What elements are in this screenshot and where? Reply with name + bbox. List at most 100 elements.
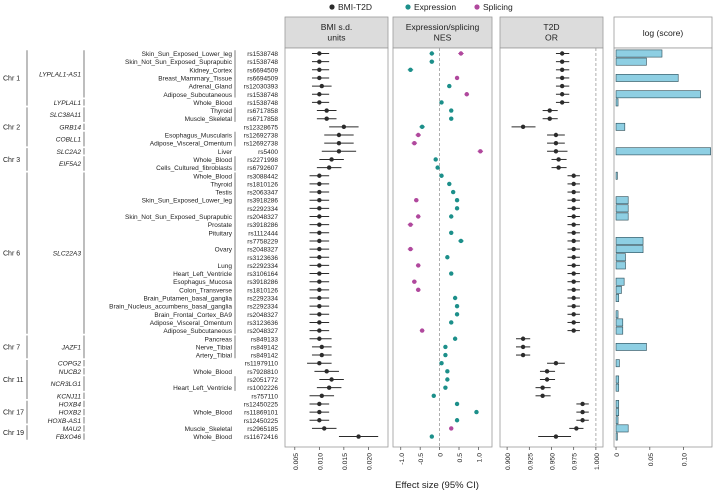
effect-point bbox=[571, 173, 576, 178]
effect-point bbox=[520, 352, 526, 358]
snp-label: rs6694509 bbox=[247, 67, 278, 74]
effect-point bbox=[317, 336, 322, 341]
snp-label: rs1810126 bbox=[247, 287, 278, 294]
effect-point bbox=[429, 51, 435, 56]
snp-label: rs2063347 bbox=[247, 190, 278, 197]
tick-label: 0.925 bbox=[527, 453, 534, 470]
effect-point bbox=[317, 401, 322, 407]
effect-point bbox=[317, 271, 322, 276]
score-bar bbox=[615, 212, 629, 221]
score-bar bbox=[615, 171, 618, 180]
effect-point bbox=[317, 214, 322, 219]
effect-point bbox=[317, 92, 322, 97]
tissue-label: Adipose_Subcutaneous bbox=[163, 92, 232, 99]
score-bar bbox=[615, 383, 620, 392]
tissue-label: Adrenal_Gland bbox=[189, 84, 233, 91]
legend-splicing-marker bbox=[474, 4, 480, 10]
effect-point bbox=[317, 295, 322, 301]
tissue-label: Skin_Not_Sun_Exposed_Suprapubic bbox=[125, 214, 233, 221]
snp-label: rs12692738 bbox=[244, 141, 279, 148]
legend-bmi-marker bbox=[329, 4, 335, 10]
panel-0: BMI s.d. units 0.005 0.010 0.015 0.020 bbox=[284, 16, 389, 470]
score-bar bbox=[615, 253, 626, 262]
snp-label: rs2048327 bbox=[247, 214, 278, 221]
panel-header bbox=[499, 16, 604, 49]
tissue-label: Muscle_Skeletal bbox=[185, 116, 233, 123]
snp-label: rs3123636 bbox=[247, 255, 278, 262]
tissue-label: Brain_Nucleus_accumbens_basal_ganglia bbox=[109, 304, 232, 311]
effect-point bbox=[317, 246, 322, 252]
tick-label: 0 bbox=[614, 453, 621, 457]
effect-point bbox=[571, 303, 576, 309]
effect-point bbox=[544, 369, 550, 374]
snp-label: rs1112444 bbox=[248, 230, 278, 237]
tissue-label: Testis bbox=[215, 190, 232, 197]
effect-point bbox=[559, 75, 565, 81]
tissue-label: Whole_Blood bbox=[193, 369, 232, 376]
gene-label: JAZF1 bbox=[61, 344, 82, 351]
effect-point bbox=[439, 100, 444, 105]
effect-point bbox=[336, 149, 342, 154]
snp-label: rs6717858 bbox=[247, 116, 278, 123]
score-bar bbox=[615, 424, 629, 433]
panel-header bbox=[392, 16, 493, 49]
x-axis-title: Effect size (95% CI) bbox=[395, 480, 479, 491]
snp-label: rs2048327 bbox=[247, 328, 278, 335]
gene-label: NCR3LG1 bbox=[51, 381, 82, 388]
snp-label: rs6694509 bbox=[247, 75, 278, 82]
effect-point bbox=[317, 67, 322, 73]
chromosome-label: Chr 2 bbox=[3, 124, 20, 131]
effect-point bbox=[416, 263, 421, 268]
effect-point bbox=[317, 181, 322, 187]
tick-label: -0.5 bbox=[418, 453, 425, 465]
tissue-label: Skin_Sun_Exposed_Lower_leg bbox=[142, 51, 233, 58]
effect-point bbox=[556, 157, 561, 162]
tick-label: -1.0 bbox=[399, 453, 406, 465]
gene-label: FBXO46 bbox=[56, 434, 82, 441]
effect-point bbox=[571, 279, 576, 284]
snp-label: rs2292334 bbox=[247, 304, 278, 311]
score-bar bbox=[615, 342, 647, 351]
tissue-label: Adipose_Visceral_Omentum bbox=[150, 141, 232, 148]
legend: BMI-T2D Expression Splicing bbox=[329, 2, 513, 12]
effect-point bbox=[571, 230, 576, 235]
gene-label: NUCB2 bbox=[59, 369, 82, 376]
effect-point bbox=[452, 336, 458, 341]
panel-header bbox=[284, 16, 389, 49]
effect-point bbox=[324, 116, 329, 121]
panel-header bbox=[613, 16, 713, 49]
panel-3: log (score) 0 0.05 0.10 bbox=[613, 16, 713, 466]
tissue-label: Whole_Blood bbox=[193, 410, 232, 417]
effect-point bbox=[324, 369, 329, 374]
gene-label: HOXB4 bbox=[59, 401, 82, 408]
panel-plot-area bbox=[392, 47, 493, 448]
tissue-label: Thyroid bbox=[210, 181, 232, 188]
tissue-label: Ovary bbox=[215, 247, 233, 254]
snp-label: rs849142 bbox=[251, 353, 278, 360]
effect-point bbox=[547, 116, 552, 121]
effect-point bbox=[416, 287, 421, 293]
snp-label: rs6792607 bbox=[247, 165, 278, 172]
effect-point bbox=[464, 92, 469, 97]
effect-point bbox=[556, 165, 561, 170]
tick-label: 0.900 bbox=[505, 453, 512, 470]
snp-label: rs6717858 bbox=[247, 108, 278, 115]
effect-point bbox=[429, 434, 435, 439]
gene-label: HOXB2 bbox=[59, 410, 82, 417]
tissue-label: Whole_Blood bbox=[193, 100, 232, 107]
effect-point bbox=[553, 149, 559, 154]
effect-point bbox=[317, 230, 322, 235]
effect-point bbox=[571, 271, 576, 276]
effect-point bbox=[571, 328, 576, 333]
panel-title: BMI s.d. units bbox=[321, 22, 353, 43]
snp-label: rs849133 bbox=[251, 336, 278, 343]
effect-point bbox=[435, 165, 440, 170]
tissue-label: Adipose_Visceral_Omentum bbox=[150, 320, 232, 327]
effect-point bbox=[458, 238, 464, 244]
effect-point bbox=[317, 206, 322, 211]
legend-splicing-label: Splicing bbox=[483, 2, 513, 12]
effect-point bbox=[520, 344, 526, 350]
effect-point bbox=[458, 51, 464, 56]
effect-point bbox=[412, 279, 417, 284]
